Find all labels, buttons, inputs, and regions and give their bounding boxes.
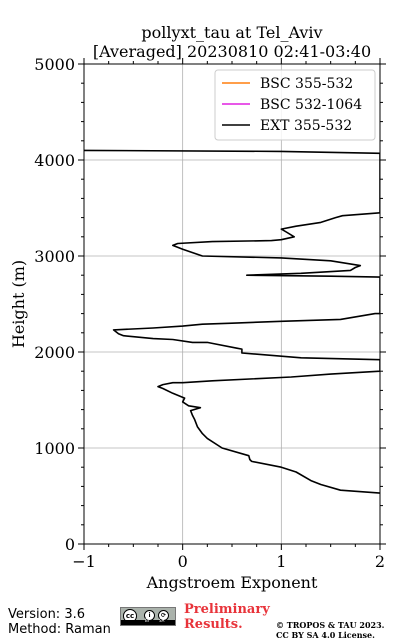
y-tick-label: 0 (65, 535, 75, 554)
series-line-ext-355-532 (84, 149, 380, 494)
license-sa-label: SA (159, 618, 165, 623)
legend-box (214, 69, 376, 141)
y-tick-label: 4000 (34, 151, 75, 170)
axis-ticks (78, 58, 386, 550)
copyright-note: © TROPOS & TAU 2023. CC BY SA 4.0 Licens… (276, 620, 384, 640)
method-text: Method: Raman (8, 622, 111, 637)
x-tick-label: 0 (178, 552, 188, 571)
y-tick-label: 5000 (34, 55, 75, 74)
preliminary-line-2: Results. (184, 617, 243, 632)
preliminary-results-note: Preliminary Results. (184, 602, 270, 632)
copyright-line-2: CC BY SA 4.0 License. (276, 630, 375, 640)
chart-subtitle: [Averaged] 20230810 02:41-03:40 (93, 42, 371, 61)
legend-label-ext-355-532: EXT 355-532 (260, 118, 352, 134)
legend: BSC 355-532 BSC 532-1064 EXT 355-532 (214, 69, 376, 141)
y-tick-label: 1000 (34, 439, 75, 458)
series-layer (84, 149, 380, 494)
y-axis-label: Height (m) (9, 260, 28, 348)
x-axis-label: Angstroem Exponent (146, 573, 318, 592)
preliminary-line-1: Preliminary (184, 602, 270, 617)
y-tick-label: 2000 (34, 343, 75, 362)
y-tick-label: 3000 (34, 247, 75, 266)
license-strip: BY SA (121, 618, 175, 625)
x-tick-label: 1 (276, 552, 286, 571)
x-tick-label: 2 (375, 552, 385, 571)
plot-frame (83, 63, 381, 545)
x-tick-labels: −1 0 1 2 (72, 552, 385, 571)
y-tick-labels: 0 1000 2000 3000 4000 5000 (34, 55, 75, 554)
license-by-label: BY (145, 618, 150, 623)
copyright-line-1: © TROPOS & TAU 2023. (276, 620, 385, 630)
chart-title: pollyxt_tau at Tel_Aviv (141, 23, 322, 42)
legend-label-bsc-355-532: BSC 355-532 (260, 76, 353, 92)
cc-by-sa-icon: cc i ⟳ BY SA (120, 607, 176, 626)
legend-label-bsc-532-1064: BSC 532-1064 (260, 97, 362, 113)
x-tick-label: −1 (72, 552, 96, 571)
version-text: Version: 3.6 (8, 607, 85, 622)
